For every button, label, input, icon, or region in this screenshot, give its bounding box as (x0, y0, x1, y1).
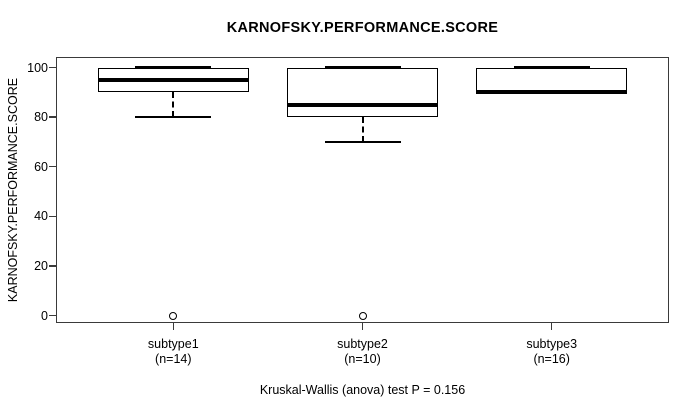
x-axis-label-subtype1: subtype1 (n=14) (93, 337, 253, 367)
y-axis-tick-label: 100 (27, 60, 48, 75)
x-axis-tick (172, 323, 175, 330)
median-line-subtype1 (97, 77, 249, 82)
y-axis-tick-label: 20 (34, 258, 48, 273)
upper-whisker-cap (324, 66, 401, 69)
y-axis-label-area: KARNOFSKY.PERFORMANCE.SCORE (0, 57, 26, 323)
lower-whisker-line (172, 92, 175, 118)
outlier-point (169, 311, 178, 320)
upper-whisker-cap (513, 66, 590, 69)
outlier-point (358, 311, 367, 320)
y-axis-tick (49, 215, 56, 218)
y-axis-tick-label: 0 (41, 308, 48, 323)
group-count: (n=10) (344, 352, 381, 366)
group-name: subtype3 (526, 337, 578, 351)
median-line-subtype3 (476, 90, 628, 95)
y-axis-tick (49, 116, 56, 118)
y-axis-tick (49, 314, 56, 317)
group-count: (n=16) (533, 352, 570, 366)
group-name: subtype1 (147, 337, 199, 351)
y-axis-tick (49, 265, 56, 267)
x-axis-label-subtype2: subtype2 (n=10) (283, 337, 443, 367)
lower-whisker-cap (324, 140, 401, 143)
y-axis-tick-label: 60 (34, 159, 48, 174)
y-axis-tick-label: 40 (34, 209, 48, 224)
y-axis-tick (49, 66, 56, 69)
lower-whisker-cap (135, 116, 212, 119)
upper-whisker-cap (135, 66, 212, 69)
x-axis-label-subtype3: subtype3 (n=16) (472, 337, 632, 367)
lower-whisker-line (361, 117, 364, 142)
boxplot-box-subtype2 (287, 67, 438, 118)
chart-title: KARNOFSKY.PERFORMANCE.SCORE (226, 20, 499, 36)
x-axis-tick (361, 323, 364, 330)
group-name: subtype2 (337, 337, 388, 351)
y-axis-tick-label: 80 (34, 110, 48, 125)
median-line-subtype2 (287, 102, 438, 107)
boxplot-box-subtype3 (476, 67, 628, 93)
stat-test-caption: Kruskal-Wallis (anova) test P = 0.156 (259, 383, 466, 397)
group-count: (n=14) (155, 352, 192, 366)
y-axis-tick (49, 165, 56, 168)
x-axis-tick (550, 323, 553, 330)
